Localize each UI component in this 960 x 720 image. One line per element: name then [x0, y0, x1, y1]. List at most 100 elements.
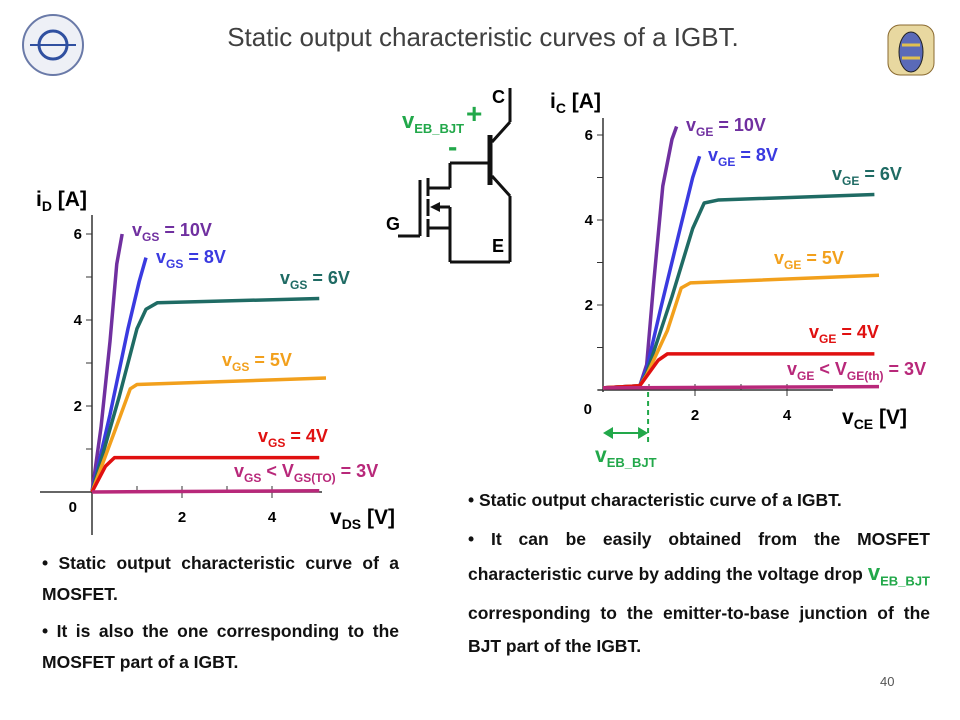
curve-label: vGS = 4V	[258, 426, 328, 450]
text-part: v	[595, 444, 607, 467]
y-tick-label: 4	[585, 212, 594, 229]
curve-label: vGS < VGS(TO) = 3V	[234, 461, 378, 485]
text-part: v	[156, 247, 166, 267]
text-part: GS	[166, 257, 183, 271]
curve-label: vGS = 5V	[222, 350, 292, 374]
y-tick-label: 6	[585, 127, 593, 144]
text-part: v	[402, 108, 415, 133]
x-tick-label: 4	[783, 407, 792, 424]
slide-title: Static output characteristic curves of a…	[227, 22, 739, 52]
y-tick-label: 2	[74, 398, 82, 415]
text-part: i	[550, 90, 556, 113]
text-part: GS(TO)	[294, 471, 336, 485]
x-tick-label: 2	[178, 509, 186, 526]
text-part: = 6V	[859, 164, 902, 184]
plus-sign: +	[466, 98, 482, 129]
text-part: [A]	[52, 188, 87, 211]
curve	[90, 257, 148, 493]
text-part: GE	[718, 155, 735, 169]
text-part: DS	[342, 516, 361, 532]
text-part: = 10V	[159, 220, 212, 240]
curve-label: vGE = 5V	[774, 248, 844, 272]
bullet: • Static output characteristic curve of …	[468, 490, 842, 510]
text-part: v	[234, 461, 244, 481]
curve-label: vGS = 6V	[280, 268, 350, 292]
bullet: • It is also the one corresponding to th…	[42, 621, 399, 672]
text-part: GE	[842, 174, 859, 188]
y-tick-label: 2	[585, 297, 593, 314]
logo-right	[887, 24, 935, 76]
text-part: v	[809, 322, 819, 342]
arrow-head	[603, 427, 649, 439]
text-part: [A]	[566, 90, 601, 113]
symbol: vEB_BJT	[867, 560, 930, 589]
text-part: = 8V	[735, 145, 778, 165]
text-part: = 5V	[249, 350, 292, 370]
curve-label: vGS = 8V	[156, 247, 226, 271]
text-part: GE	[819, 332, 836, 346]
text-part: v	[774, 248, 784, 268]
curve	[91, 488, 320, 494]
minus-sign: -	[448, 131, 457, 162]
curve	[90, 455, 320, 493]
text-part: GS	[244, 471, 261, 485]
text-part: i	[36, 188, 42, 211]
text-part: D	[42, 198, 52, 214]
text-part: = 3V	[336, 461, 379, 481]
igbt-symbol	[398, 88, 512, 264]
text-part: v	[258, 426, 268, 446]
text-part: GE	[784, 258, 801, 272]
x-tick-label: 4	[268, 509, 277, 526]
text-part: v	[842, 406, 854, 429]
curve-label: vGE = 8V	[708, 145, 778, 169]
y-tick-label: 0	[584, 401, 592, 418]
curve	[90, 376, 327, 493]
emitter-label: E	[492, 236, 504, 256]
text-part: = 4V	[285, 426, 328, 446]
bullet: • Static output characteristic curve of …	[42, 553, 399, 604]
text-part: v	[222, 350, 232, 370]
y-tick-label: 4	[74, 312, 83, 329]
text-part: v	[787, 359, 797, 379]
text-part: GS	[290, 278, 307, 292]
voltage-label: vEB_BJT	[402, 108, 464, 136]
text-part: < V	[814, 359, 847, 379]
text-part: GS	[268, 436, 285, 450]
text-part: C	[556, 100, 566, 116]
x-axis-label: vCE [V]	[842, 406, 907, 432]
text-part: = 10V	[713, 115, 766, 135]
y-axis-label: iD [A]	[36, 188, 87, 214]
text-part: GE(th)	[847, 369, 884, 383]
marker-label: vEB_BJT	[595, 444, 657, 470]
text-part: EB_BJT	[607, 455, 657, 470]
text-part: = 5V	[801, 248, 844, 268]
gate-label: G	[386, 214, 400, 234]
text-part: < V	[261, 461, 294, 481]
text-part: v	[832, 164, 842, 184]
curve-label: vGE = 10V	[686, 115, 766, 139]
text-part: GE	[696, 125, 713, 139]
page-number: 40	[880, 674, 895, 689]
bullet: • It can be easily obtained from the MOS…	[468, 529, 930, 657]
curve	[90, 296, 320, 493]
x-axis-label: vDS [V]	[330, 506, 395, 532]
collector-label: C	[492, 87, 505, 107]
text-part: = 8V	[183, 247, 226, 267]
text-part: v	[330, 506, 342, 529]
curve	[90, 233, 124, 493]
text-part: v	[708, 145, 718, 165]
text-part: GS	[142, 230, 159, 244]
right-bullets: • Static output characteristic curve of …	[468, 484, 930, 669]
curve-label: vGE = 4V	[809, 322, 879, 346]
curve-label: vGS = 10V	[132, 220, 212, 244]
text-part: v	[132, 220, 142, 240]
text-part: v	[280, 268, 290, 288]
logo-left	[22, 14, 84, 76]
text-part: EB_BJT	[414, 121, 464, 136]
y-tick-label: 6	[74, 226, 82, 243]
text-part: = 3V	[884, 359, 927, 379]
text-part: [V]	[361, 506, 395, 529]
text-part: = 6V	[307, 268, 350, 288]
